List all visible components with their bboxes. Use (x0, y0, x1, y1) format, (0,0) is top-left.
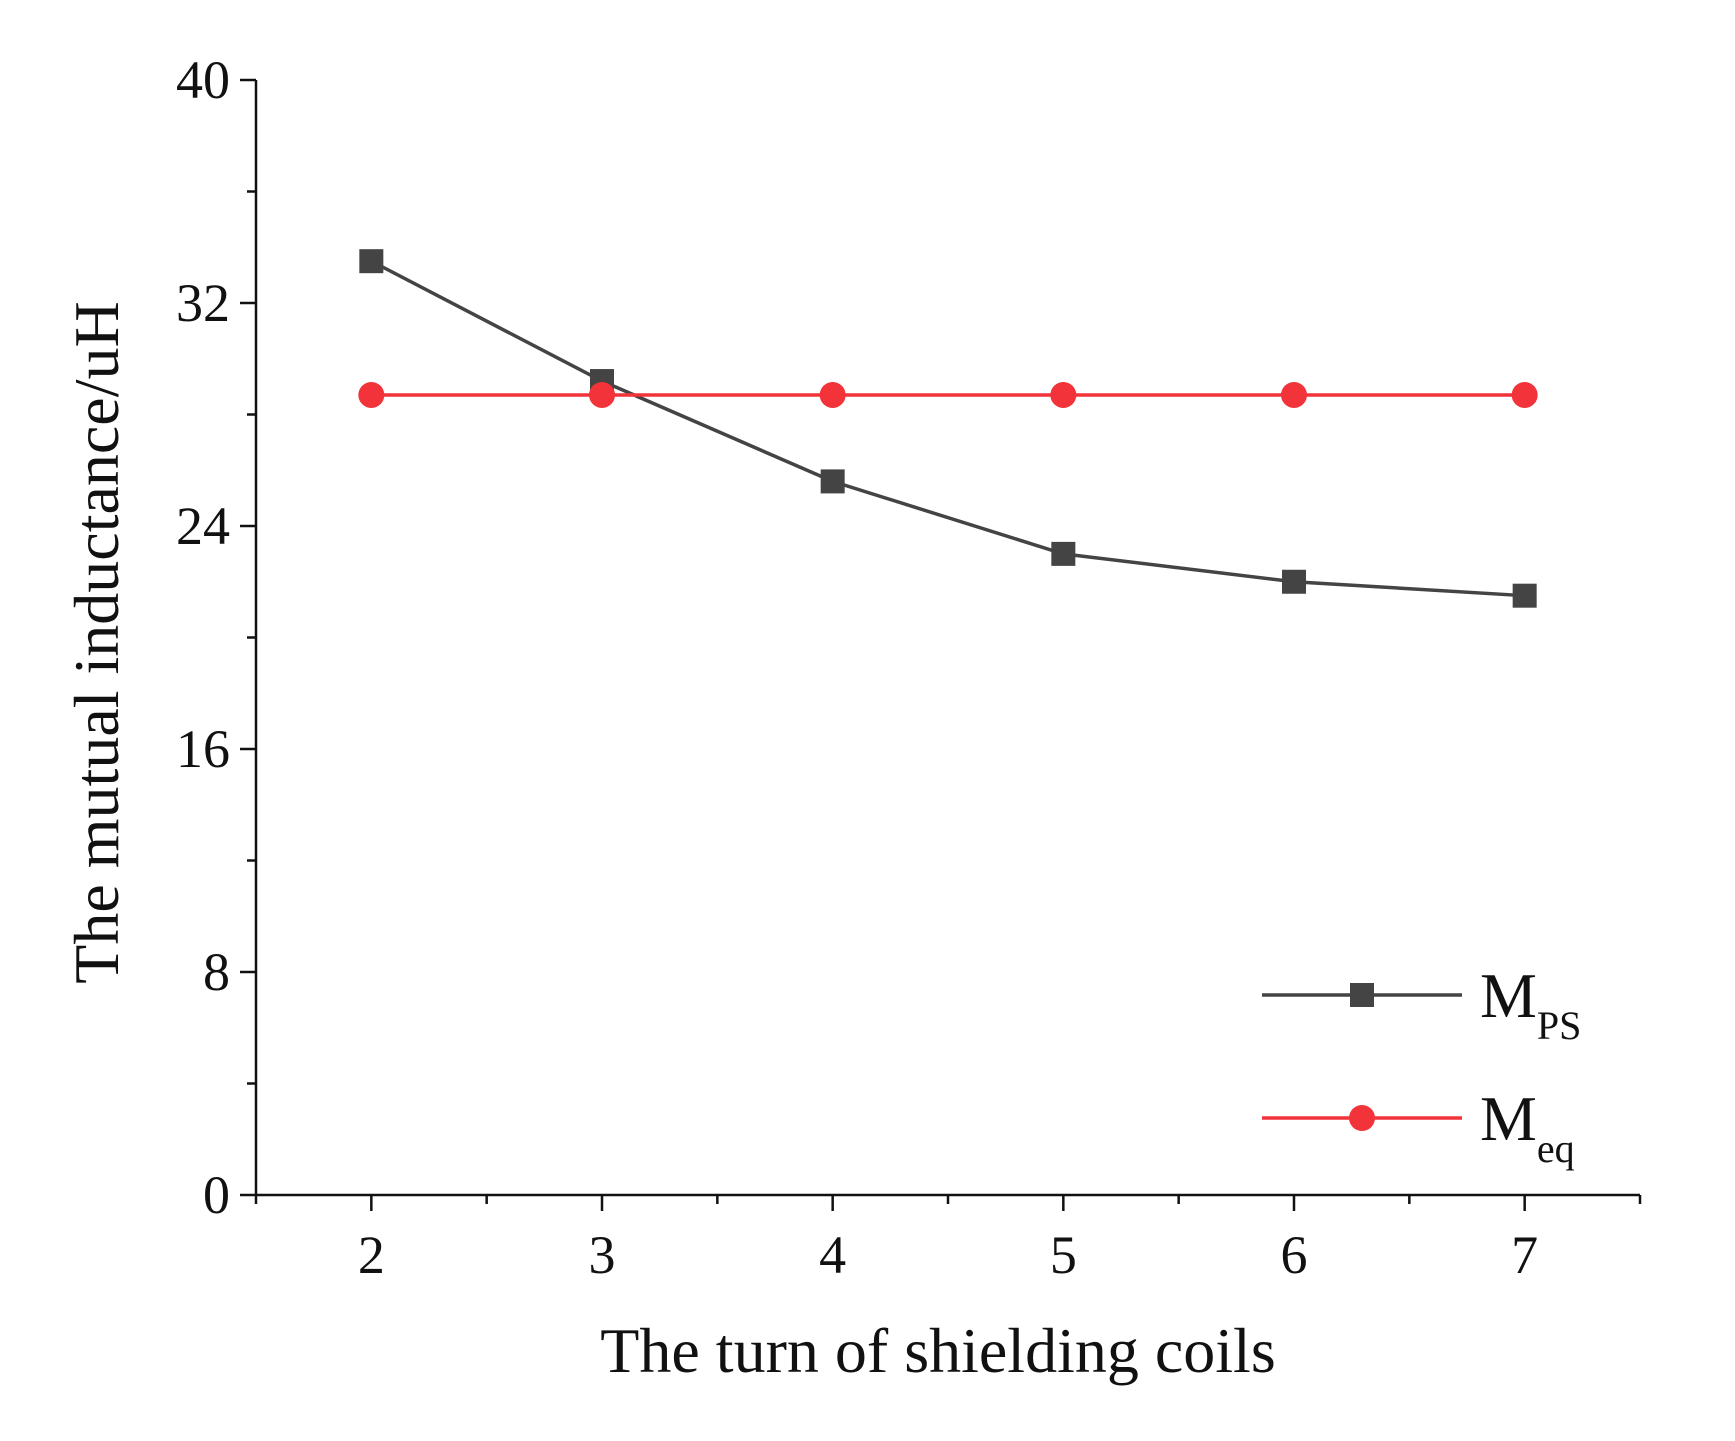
data-point-square (359, 249, 384, 274)
legend-label-main: M (1480, 960, 1537, 1031)
y-axis-ticks: 0 8 16 24 32 40 (176, 50, 256, 1225)
y-tick-label: 8 (203, 942, 230, 1002)
data-point-circle (1281, 381, 1307, 408)
data-point-circle (1050, 381, 1077, 408)
legend-label: MPS (1480, 960, 1581, 1048)
legend-item: Meq (1262, 1083, 1575, 1171)
y-axis-title: The mutual inductance/uH (61, 301, 132, 983)
legend-label: Meq (1480, 1083, 1575, 1171)
series-mps (359, 249, 1537, 608)
x-tick-label: 4 (819, 1225, 846, 1285)
x-tick-label: 3 (589, 1225, 616, 1285)
legend-label-subscript: PS (1537, 1003, 1582, 1048)
legend-label-main: M (1480, 1083, 1537, 1154)
x-tick-label: 6 (1281, 1225, 1308, 1285)
y-tick-label: 32 (176, 273, 230, 333)
legend-label-subscript: eq (1537, 1126, 1575, 1171)
y-tick-label: 0 (203, 1165, 230, 1225)
x-tick-label: 5 (1050, 1225, 1077, 1285)
data-point-circle (589, 381, 615, 408)
y-tick-label: 16 (176, 719, 230, 779)
y-tick-label: 24 (176, 496, 230, 556)
series-meq (358, 381, 1538, 408)
data-point-circle (1511, 381, 1538, 408)
x-tick-label: 7 (1511, 1225, 1538, 1285)
data-point-circle (358, 381, 385, 408)
data-point-square (1051, 541, 1076, 566)
data-point-square (1512, 583, 1537, 608)
series-layer (358, 249, 1538, 608)
x-axis-title: The turn of shielding coils (600, 1315, 1275, 1386)
legend-marker-square (1350, 983, 1374, 1007)
data-point-square (820, 469, 845, 494)
series-line (370, 259, 1525, 598)
x-axis-ticks: 2 3 4 5 6 7 (254, 1195, 1642, 1285)
legend-marker-circle (1349, 1105, 1375, 1131)
legend-item: MPS (1262, 960, 1581, 1048)
data-point-circle (819, 381, 846, 408)
x-tick-label: 2 (358, 1225, 385, 1285)
data-point-square (1282, 569, 1306, 594)
plot-area: 0 8 16 24 32 40 2 3 4 5 6 7 (176, 50, 1642, 1285)
y-tick-label: 40 (176, 50, 230, 110)
